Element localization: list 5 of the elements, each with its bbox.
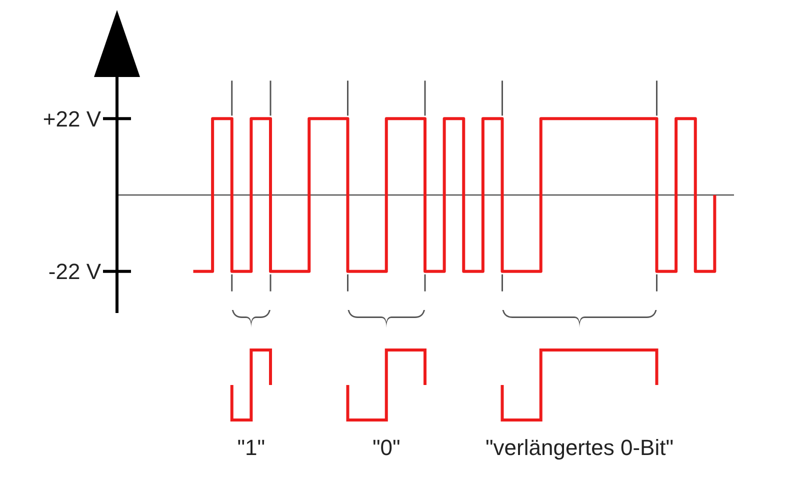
text: "1" — [237, 435, 266, 460]
y-tick-label: -22 V — [48, 259, 102, 284]
text: "0" — [372, 435, 400, 460]
y-tick-label: +22 V — [42, 106, 102, 132]
text: "verlängertes 0-Bit" — [485, 435, 674, 460]
